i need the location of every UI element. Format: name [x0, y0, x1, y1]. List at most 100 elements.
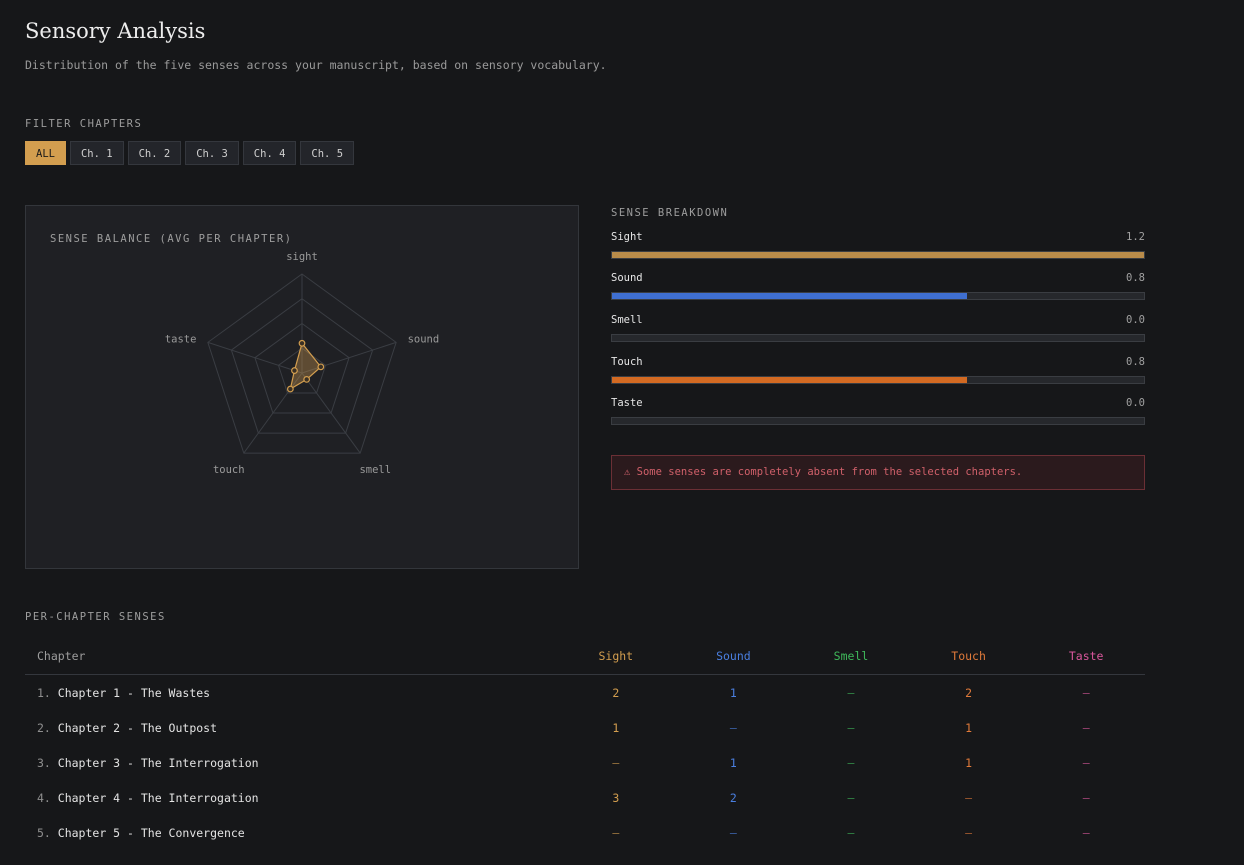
breakdown-sense-name: Smell [611, 314, 643, 326]
sense-count-taste: — [1082, 720, 1090, 735]
chapter-cell: 5. Chapter 5 - The Convergence [25, 826, 557, 840]
column-header-sight: Sight [598, 648, 634, 663]
filter-ch4-button[interactable]: Ch. 4 [242, 141, 297, 165]
breakdown-sense-name: Sound [611, 272, 643, 284]
sense-count-taste: — [1082, 825, 1090, 840]
breakdown-row-sound: Sound 0.8 [611, 272, 1145, 300]
chapter-name: Chapter 4 - The Interrogation [57, 790, 259, 805]
table-row: 3. Chapter 3 - The Interrogation — 1 — 1 — [25, 745, 1145, 780]
chapter-name: Chapter 2 - The Outpost [57, 720, 218, 735]
sense-count-taste: — [1082, 790, 1090, 805]
sense-count-touch: — [965, 825, 973, 840]
breakdown-bar-track [611, 292, 1145, 300]
table-row: 5. Chapter 5 - The Convergence — — — — — [25, 815, 1145, 850]
chapter-cell: 2. Chapter 2 - The Outpost [25, 721, 557, 735]
radar-axis-label-taste: taste [165, 334, 197, 346]
table-header: Chapter Sight Sound Smell Touch Taste [25, 637, 1145, 675]
radar-ring [254, 322, 350, 414]
sense-count-sight: 2 [612, 685, 620, 700]
radar-spoke [207, 341, 303, 374]
filter-ch1-button[interactable]: Ch. 1 [69, 141, 124, 165]
radar-spoke [301, 372, 361, 454]
breakdown-bar-track [611, 251, 1145, 259]
column-header-chapter: Chapter [37, 648, 86, 663]
breakdown-row-sight: Sight 1.2 [611, 231, 1145, 259]
radar-ring [277, 347, 327, 394]
radar-point-taste [291, 367, 298, 374]
chapter-index: 3. [37, 755, 58, 770]
breakdown-bar-fill [612, 252, 1144, 258]
chapter-cell: 3. Chapter 3 - The Interrogation [25, 756, 557, 770]
table-body: 1. Chapter 1 - The Wastes 2 1—2—2. Chapter… [25, 675, 1145, 850]
breakdown-sense-name: Touch [611, 356, 643, 368]
breakdown-bar-track [611, 376, 1145, 384]
breakdown-sense-name: Sight [611, 231, 643, 243]
breakdown-row-taste: Taste 0.0 [611, 397, 1145, 425]
sense-count-smell: — [847, 685, 855, 700]
sense-count-sight: — [612, 755, 620, 770]
table-row: 1. Chapter 1 - The Wastes 2 1 — 2 — [25, 675, 1145, 710]
sense-count-sound: — [729, 720, 737, 735]
radar-axis-label-sight: sight [286, 251, 318, 263]
radar-point-sight [298, 339, 306, 347]
sense-count-sight: — [612, 825, 620, 840]
breakdown-title: SENSE BREAKDOWN [611, 207, 729, 219]
filter-all-button[interactable]: ALL [25, 141, 66, 165]
chapter-cell: 1. Chapter 1 - The Wastes [25, 686, 557, 700]
chapter-name: Chapter 3 - The Interrogation [57, 755, 259, 770]
filter-ch2-button[interactable]: Ch. 2 [127, 141, 182, 165]
column-header-taste: Taste [1068, 648, 1104, 663]
table-row: 2. Chapter 2 - The Outpost 1 — — 1 — [25, 710, 1145, 745]
sense-count-smell: — [847, 790, 855, 805]
sense-count-smell: — [847, 825, 855, 840]
breakdown-bar-fill [612, 293, 967, 299]
breakdown-sense-name: Taste [611, 397, 643, 409]
breakdown-row-smell: Smell 0.0 [611, 314, 1145, 342]
chapter-index: 1. [37, 685, 58, 700]
sense-count-taste: — [1082, 685, 1090, 700]
sense-count-sound: 1 [729, 755, 737, 770]
radar-panel: sight sound smell touch taste SENSE BALANCE … [25, 205, 579, 569]
radar-chart: sight sound smell touch taste [165, 251, 439, 476]
chapter-name: Chapter 5 - The Convergence [57, 825, 245, 840]
breakdown-bar-fill [612, 377, 967, 383]
column-header-smell: Smell [833, 648, 869, 663]
column-header-touch: Touch [951, 648, 986, 663]
radar-title: SENSE BALANCE (AVG PER CHAPTER) [50, 233, 293, 245]
column-header-sound: Sound [716, 648, 751, 663]
sense-count-sight: 3 [612, 790, 620, 805]
breakdown-row-touch: Touch 0.8 [611, 356, 1145, 384]
filter-ch3-button[interactable]: Ch. 3 [185, 141, 239, 165]
filter-section-label: FILTER CHAPTERS [25, 118, 143, 130]
radar-data [286, 339, 325, 393]
sense-count-sound: — [729, 825, 737, 840]
page-subtitle: Distribution of the five senses across y… [25, 58, 607, 72]
sense-count-sight: 1 [612, 720, 620, 735]
sense-count-smell: — [847, 720, 855, 735]
sense-count-touch: 2 [965, 685, 973, 700]
breakdown-bar-track [611, 417, 1145, 425]
chapter-index: 4. [37, 790, 58, 805]
table-row: 4. Chapter 4 - The Interrogation 3 2 — — — [25, 780, 1145, 815]
radar-axis-label-smell: smell [359, 464, 391, 476]
sense-count-sound: 2 [729, 790, 737, 805]
breakdown-sense-value: 0.0 [1126, 397, 1145, 409]
filter-ch5-button[interactable]: Ch. 5 [300, 141, 355, 165]
radar-ring [230, 298, 374, 434]
breakdown-sense-value: 0.0 [1126, 314, 1145, 326]
sense-count-smell: — [847, 755, 855, 770]
breakdown-sense-value: 0.8 [1126, 356, 1145, 368]
sense-count-taste: — [1082, 755, 1090, 770]
radar-ring [207, 273, 397, 454]
radar-point-sound [317, 363, 325, 371]
sense-count-sound: 1 [729, 685, 737, 700]
sense-count-touch: 1 [965, 720, 973, 735]
chapter-filter-group: ALL Ch. 1 Ch. 2 Ch. 3 Ch. 4 Ch. 5 [25, 141, 355, 165]
radar-series-area [289, 342, 322, 391]
sense-count-touch: — [965, 790, 973, 805]
chapter-name: Chapter 1 - The Wastes [57, 685, 211, 700]
radar-point-smell [303, 376, 311, 383]
radar-point-touch [286, 385, 294, 393]
absent-senses-warning: ⚠ Some senses are completely absent from… [611, 455, 1145, 490]
page-title: Sensory Analysis [25, 19, 206, 43]
